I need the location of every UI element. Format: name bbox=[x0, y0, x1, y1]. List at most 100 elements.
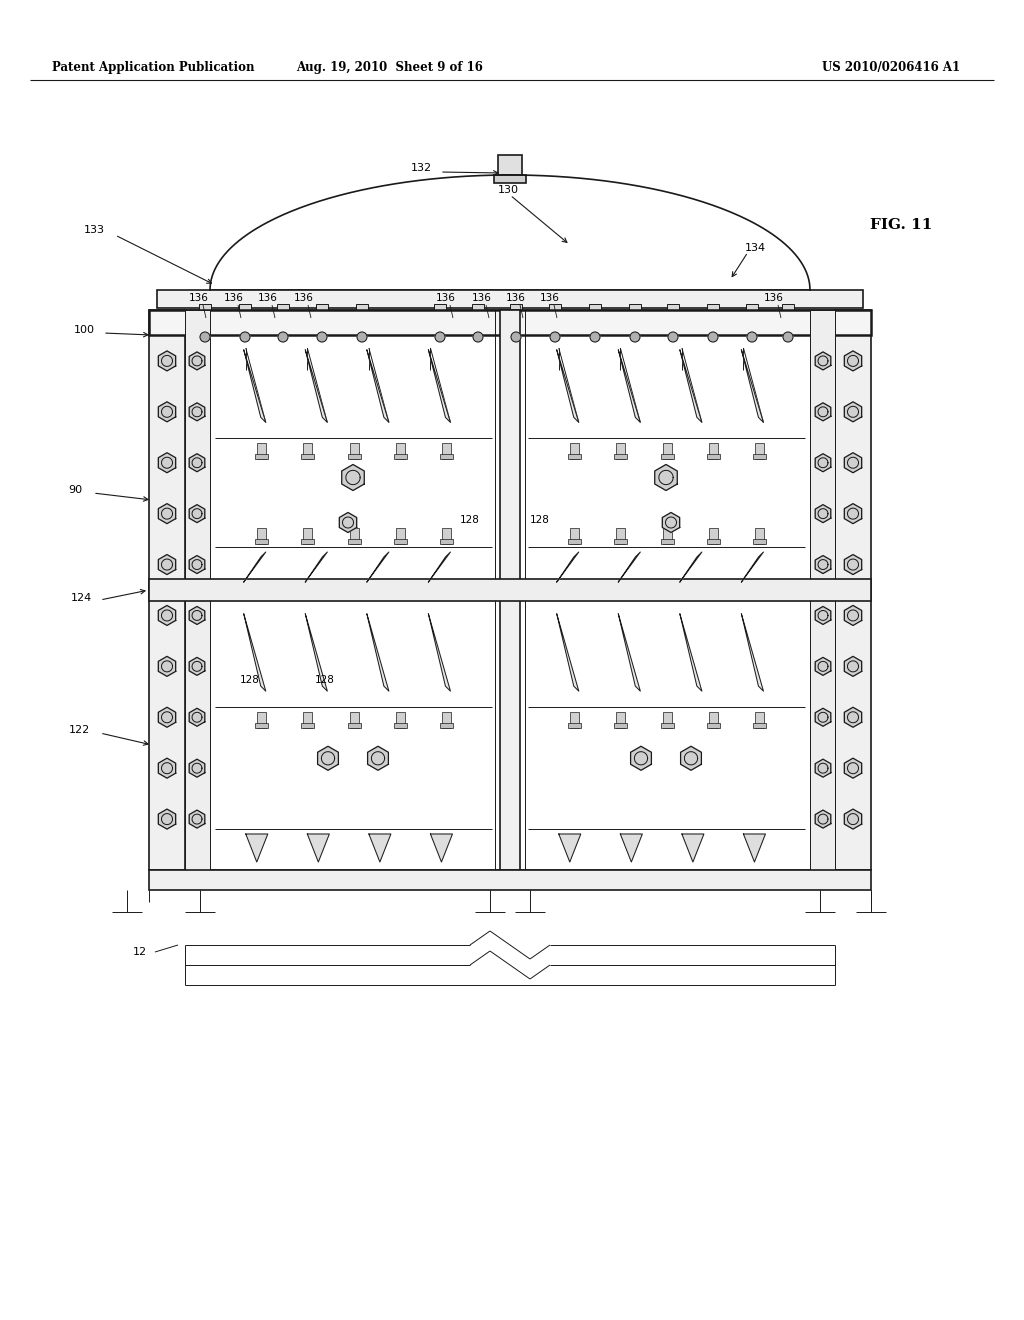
Polygon shape bbox=[815, 504, 830, 523]
Bar bbox=[614, 723, 628, 729]
Bar bbox=[745, 330, 759, 335]
Polygon shape bbox=[369, 834, 391, 862]
Bar bbox=[356, 304, 368, 330]
Bar bbox=[470, 322, 486, 330]
Bar bbox=[588, 330, 602, 335]
Polygon shape bbox=[845, 656, 861, 676]
Bar bbox=[782, 304, 794, 330]
Bar bbox=[628, 330, 642, 335]
Circle shape bbox=[783, 333, 793, 342]
Bar bbox=[239, 304, 251, 330]
Polygon shape bbox=[159, 401, 176, 422]
Polygon shape bbox=[189, 504, 205, 523]
Bar bbox=[616, 442, 626, 458]
Polygon shape bbox=[428, 350, 451, 422]
Circle shape bbox=[200, 333, 210, 342]
Text: 134: 134 bbox=[745, 243, 766, 253]
Bar bbox=[349, 528, 358, 544]
Polygon shape bbox=[654, 465, 677, 491]
Bar bbox=[810, 310, 835, 870]
Polygon shape bbox=[368, 746, 388, 771]
Bar bbox=[303, 528, 312, 544]
Polygon shape bbox=[189, 810, 205, 828]
Bar bbox=[705, 322, 721, 330]
Polygon shape bbox=[663, 512, 680, 532]
Bar bbox=[707, 539, 720, 544]
Polygon shape bbox=[159, 351, 176, 371]
Bar bbox=[347, 723, 360, 729]
Polygon shape bbox=[741, 350, 764, 422]
Bar bbox=[278, 304, 289, 330]
Circle shape bbox=[550, 333, 560, 342]
Bar bbox=[314, 322, 330, 330]
Bar bbox=[257, 528, 266, 544]
Text: 124: 124 bbox=[71, 593, 92, 603]
Polygon shape bbox=[159, 656, 176, 676]
Bar bbox=[707, 454, 720, 458]
Bar bbox=[627, 322, 643, 330]
Text: FIG. 11: FIG. 11 bbox=[870, 218, 933, 232]
Bar bbox=[393, 539, 407, 544]
Bar bbox=[614, 539, 628, 544]
Bar bbox=[509, 330, 523, 335]
Bar bbox=[570, 528, 580, 544]
Bar bbox=[547, 322, 563, 330]
Polygon shape bbox=[559, 834, 581, 862]
Text: 136: 136 bbox=[540, 293, 560, 304]
Polygon shape bbox=[741, 614, 764, 692]
Circle shape bbox=[511, 333, 521, 342]
Polygon shape bbox=[741, 552, 764, 582]
Polygon shape bbox=[815, 606, 830, 624]
Circle shape bbox=[473, 333, 483, 342]
Bar bbox=[709, 442, 718, 458]
Bar bbox=[616, 528, 626, 544]
Polygon shape bbox=[428, 614, 451, 692]
Bar bbox=[150, 310, 185, 870]
Polygon shape bbox=[815, 556, 830, 574]
Bar bbox=[199, 304, 211, 330]
Polygon shape bbox=[557, 614, 579, 692]
Bar bbox=[665, 322, 681, 330]
Text: 136: 136 bbox=[436, 293, 456, 304]
Bar bbox=[150, 310, 871, 335]
Bar bbox=[660, 723, 674, 729]
Polygon shape bbox=[342, 465, 365, 491]
Bar bbox=[349, 711, 358, 729]
Text: 133: 133 bbox=[84, 224, 105, 235]
Polygon shape bbox=[244, 614, 266, 692]
Bar bbox=[494, 176, 526, 183]
Polygon shape bbox=[845, 758, 861, 779]
Polygon shape bbox=[557, 350, 579, 422]
Bar bbox=[709, 711, 718, 729]
Text: 136: 136 bbox=[506, 293, 526, 304]
Bar bbox=[198, 330, 212, 335]
Bar bbox=[780, 322, 796, 330]
Circle shape bbox=[668, 333, 678, 342]
Text: 90: 90 bbox=[68, 484, 82, 495]
Bar bbox=[185, 310, 835, 870]
Text: 122: 122 bbox=[69, 725, 90, 735]
Bar bbox=[303, 711, 312, 729]
Polygon shape bbox=[682, 834, 703, 862]
Circle shape bbox=[435, 333, 445, 342]
Bar bbox=[257, 711, 266, 729]
Bar bbox=[432, 322, 449, 330]
Bar bbox=[301, 454, 314, 458]
Polygon shape bbox=[189, 606, 205, 624]
Polygon shape bbox=[618, 552, 640, 582]
Text: 100: 100 bbox=[74, 325, 95, 335]
Text: 136: 136 bbox=[764, 293, 784, 304]
Bar bbox=[440, 723, 453, 729]
Polygon shape bbox=[189, 352, 205, 370]
Polygon shape bbox=[428, 552, 451, 582]
Circle shape bbox=[278, 333, 288, 342]
Bar bbox=[616, 711, 626, 729]
Polygon shape bbox=[159, 606, 176, 626]
Polygon shape bbox=[815, 810, 830, 828]
Text: 128: 128 bbox=[240, 675, 260, 685]
Bar bbox=[548, 330, 562, 335]
Text: 136: 136 bbox=[294, 293, 314, 304]
Bar bbox=[301, 539, 314, 544]
Bar bbox=[666, 330, 680, 335]
Bar bbox=[753, 539, 766, 544]
